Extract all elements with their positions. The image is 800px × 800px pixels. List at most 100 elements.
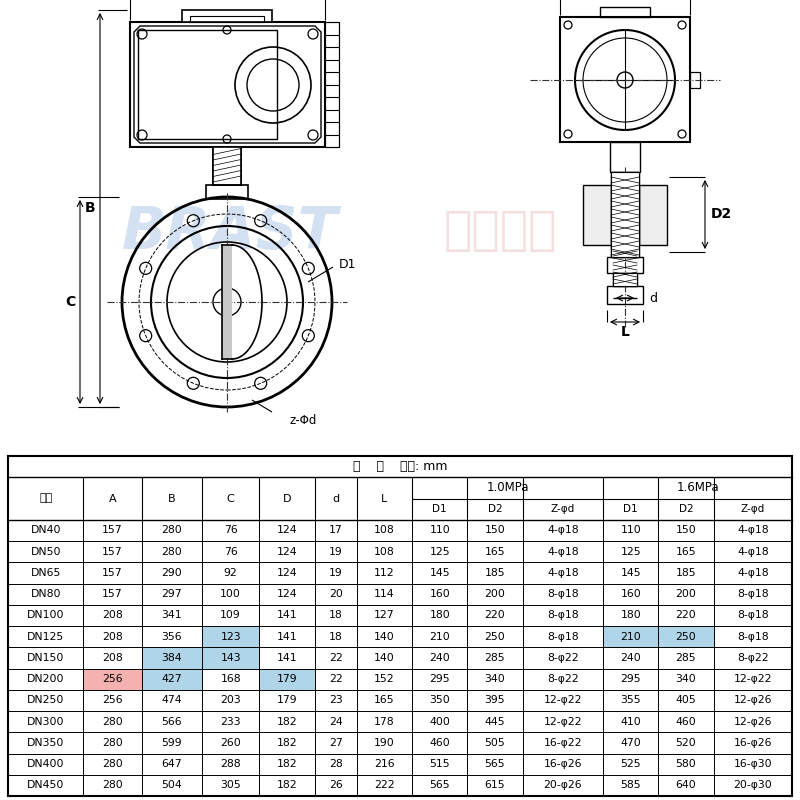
Text: 250: 250: [675, 632, 696, 642]
Text: 182: 182: [277, 738, 298, 748]
Text: 260: 260: [220, 738, 241, 748]
Text: 12-φ26: 12-φ26: [734, 717, 772, 726]
Text: 1.6MPa: 1.6MPa: [676, 482, 719, 494]
Text: DN65: DN65: [30, 568, 61, 578]
Text: 124: 124: [277, 526, 298, 535]
Text: 566: 566: [162, 717, 182, 726]
Text: 92: 92: [224, 568, 238, 578]
Text: 16-φ26: 16-φ26: [734, 738, 772, 748]
Text: 127: 127: [374, 610, 394, 620]
Bar: [222, 245, 232, 359]
Text: 305: 305: [220, 780, 241, 790]
Text: 180: 180: [430, 610, 450, 620]
Text: 585: 585: [620, 780, 641, 790]
Text: 220: 220: [675, 610, 696, 620]
Text: 295: 295: [430, 674, 450, 684]
Text: 108: 108: [374, 546, 394, 557]
Text: 340: 340: [485, 674, 506, 684]
Text: 280: 280: [162, 526, 182, 535]
Text: 16-φ26: 16-φ26: [543, 759, 582, 769]
Text: 340: 340: [675, 674, 696, 684]
Text: d: d: [332, 494, 339, 503]
Text: 18: 18: [329, 632, 342, 642]
Text: 8-φ18: 8-φ18: [737, 610, 769, 620]
Text: 150: 150: [675, 526, 696, 535]
Text: 250: 250: [485, 632, 506, 642]
Text: 8-φ18: 8-φ18: [547, 589, 578, 599]
Bar: [613, 273, 637, 286]
Text: 180: 180: [620, 610, 641, 620]
Text: 410: 410: [620, 717, 641, 726]
Text: A: A: [109, 494, 116, 503]
Text: 8-φ18: 8-φ18: [737, 589, 769, 599]
Text: 125: 125: [620, 546, 641, 557]
Text: 165: 165: [676, 546, 696, 557]
Text: 178: 178: [374, 717, 394, 726]
Text: 400: 400: [430, 717, 450, 726]
Text: 140: 140: [374, 632, 394, 642]
Text: 18: 18: [329, 610, 342, 620]
Text: 474: 474: [162, 695, 182, 706]
Bar: [259, 478, 314, 520]
Text: 8-φ18: 8-φ18: [547, 610, 578, 620]
Text: D2: D2: [678, 504, 694, 514]
Text: 尺    寸    单位: mm: 尺 寸 单位: mm: [353, 460, 447, 473]
Text: 124: 124: [277, 546, 298, 557]
Bar: [690, 72, 700, 88]
Text: L: L: [382, 494, 387, 503]
Text: 143: 143: [220, 653, 241, 663]
Text: C: C: [226, 494, 234, 503]
Text: 17: 17: [329, 526, 342, 535]
Text: 1.0MPa: 1.0MPa: [486, 482, 529, 494]
Text: 4-φ18: 4-φ18: [547, 546, 578, 557]
Text: 256: 256: [102, 674, 123, 684]
Text: DN80: DN80: [30, 589, 61, 599]
Text: 208: 208: [102, 653, 123, 663]
Text: 460: 460: [675, 717, 696, 726]
Text: 210: 210: [430, 632, 450, 642]
Bar: [611, 172, 639, 257]
Text: 297: 297: [162, 589, 182, 599]
Text: 8-φ18: 8-φ18: [737, 632, 769, 642]
Text: 110: 110: [430, 526, 450, 535]
Bar: [142, 647, 202, 669]
Bar: [213, 147, 241, 185]
Text: 285: 285: [485, 653, 506, 663]
Text: 22: 22: [329, 653, 342, 663]
Text: 8-φ22: 8-φ22: [547, 674, 578, 684]
Text: DN300: DN300: [27, 717, 65, 726]
Text: 222: 222: [374, 780, 394, 790]
Bar: [603, 626, 658, 647]
Text: DN40: DN40: [30, 526, 61, 535]
Text: 520: 520: [675, 738, 696, 748]
Bar: [658, 626, 714, 647]
Bar: [142, 669, 202, 690]
Text: 23: 23: [329, 695, 342, 706]
Text: 210: 210: [620, 632, 641, 642]
Text: 165: 165: [374, 695, 394, 706]
Text: 565: 565: [485, 759, 506, 769]
Text: 182: 182: [277, 717, 298, 726]
Bar: [202, 626, 259, 647]
Text: C: C: [65, 295, 75, 309]
Text: 280: 280: [102, 738, 123, 748]
Text: 190: 190: [374, 738, 394, 748]
Text: 427: 427: [162, 674, 182, 684]
Text: 26: 26: [329, 780, 342, 790]
Text: 27: 27: [329, 738, 342, 748]
Text: 22: 22: [329, 674, 342, 684]
Text: BRAST: BRAST: [122, 203, 338, 261]
Text: D2: D2: [488, 504, 502, 514]
Text: D1: D1: [432, 504, 447, 514]
Text: 470: 470: [620, 738, 641, 748]
Text: 565: 565: [430, 780, 450, 790]
Text: 615: 615: [485, 780, 506, 790]
Text: 12-φ22: 12-φ22: [543, 695, 582, 706]
Text: 460: 460: [430, 738, 450, 748]
Bar: [206, 185, 248, 199]
Text: 4-φ18: 4-φ18: [737, 526, 769, 535]
Text: 140: 140: [374, 653, 394, 663]
Text: 220: 220: [485, 610, 506, 620]
Text: 141: 141: [277, 610, 298, 620]
Text: 19: 19: [329, 546, 342, 557]
